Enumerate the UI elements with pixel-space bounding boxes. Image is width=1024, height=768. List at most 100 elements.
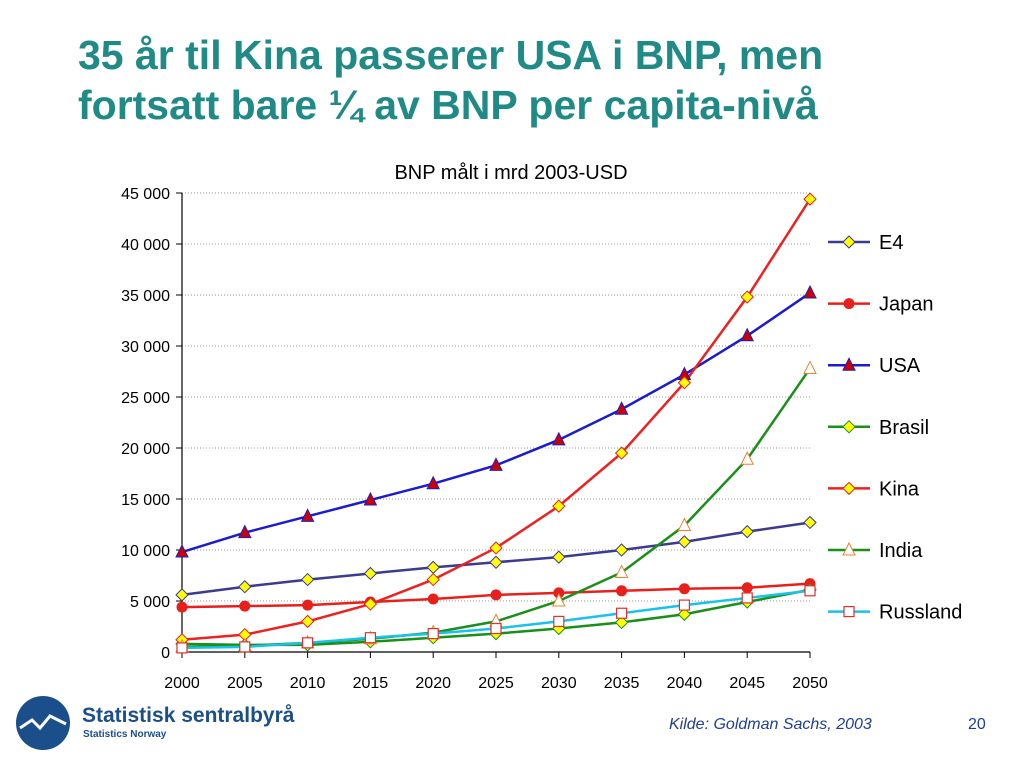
- data-point-usa: [363, 491, 378, 506]
- slide-title-line-1: 35 år til Kina passerer USA i BNP, men: [78, 32, 824, 78]
- source-note: Kilde: Goldman Sachs, 2003: [669, 716, 872, 733]
- data-point-japan: [427, 593, 439, 605]
- data-point-russland: [302, 637, 314, 649]
- data-point-usa: [237, 524, 252, 539]
- x-tick-label: 2005: [227, 675, 263, 692]
- legend-item-india: India: [828, 540, 923, 562]
- data-point-usa: [614, 401, 629, 415]
- data-point-india: [614, 564, 629, 578]
- data-point-e4: [803, 515, 817, 530]
- data-point-india: [803, 360, 817, 374]
- data-point-russland: [364, 632, 376, 644]
- data-point-india: [677, 517, 692, 532]
- series-line-kina: [181, 198, 812, 642]
- data-point-russland: [427, 628, 439, 640]
- y-tick-label: 40 000: [121, 237, 170, 254]
- data-point-e4: [238, 580, 252, 594]
- data-point-kina: [677, 376, 692, 390]
- legend-marker: [842, 420, 856, 434]
- data-point-usa: [426, 475, 441, 490]
- data-point-usa: [300, 508, 315, 522]
- y-tick-label: 30 000: [121, 339, 170, 356]
- data-point-russland: [553, 615, 565, 628]
- legend-label: India: [879, 540, 923, 562]
- data-point-japan: [678, 583, 690, 595]
- data-point-india: [740, 451, 755, 465]
- legend-item-kina: Kina: [828, 478, 920, 500]
- slide-title-line-2: fortsatt bare ¼ av BNP per capita-nivå: [78, 82, 818, 128]
- data-point-kina: [803, 192, 817, 206]
- data-point-russland: [176, 642, 188, 654]
- data-point-japan: [741, 582, 753, 594]
- page-number: 20: [968, 716, 986, 733]
- data-point-russland: [615, 607, 628, 619]
- x-tick-label: 2035: [604, 675, 640, 692]
- data-point-japan: [490, 589, 502, 601]
- chart-title: BNP målt i mrd 2003-USD: [394, 162, 627, 184]
- legend-label: USA: [879, 355, 921, 377]
- y-tick-label: 25 000: [121, 390, 170, 407]
- y-tick-label: 45 000: [121, 186, 170, 203]
- x-tick-label: 2015: [353, 675, 389, 692]
- legend-item-usa: USA: [828, 355, 921, 377]
- ssb-logo-icon: [16, 696, 70, 750]
- x-tick-label: 2000: [164, 675, 200, 692]
- data-point-brasil: [677, 607, 692, 621]
- data-point-kina: [363, 597, 378, 611]
- x-tick-label: 2010: [290, 675, 326, 692]
- x-tick-label: 2030: [541, 675, 577, 692]
- legend-label: Russland: [879, 602, 962, 624]
- legend-marker: [843, 605, 855, 618]
- ssb-logo: Statistisk sentralbyrå Statistics Norway: [14, 692, 314, 752]
- data-point-usa: [489, 457, 503, 471]
- y-tick-label: 10 000: [121, 543, 170, 560]
- x-tick-label: 2045: [729, 675, 765, 692]
- data-point-e4: [489, 555, 503, 569]
- legend-marker: [842, 235, 856, 249]
- data-point-usa: [803, 284, 817, 299]
- y-tick-label: 35 000: [121, 288, 170, 305]
- legend-label: Kina: [879, 478, 920, 500]
- y-tick-label: 0: [161, 645, 170, 662]
- legend-label: Japan: [879, 294, 934, 316]
- data-point-e4: [363, 566, 378, 581]
- data-point-brasil: [614, 615, 629, 630]
- series-lines: [181, 198, 812, 650]
- series-markers-usa: [175, 284, 817, 558]
- data-point-japan: [616, 585, 628, 597]
- y-tick-label: 20 000: [121, 441, 170, 458]
- x-tick-label: 2050: [792, 675, 828, 692]
- series-markers-russland: [176, 585, 816, 654]
- legend-marker: [842, 357, 856, 371]
- series-line-usa: [181, 291, 811, 554]
- axes: 0 5 000 10 000 15 000 20 000 25 000 30 000 35 0…: [121, 186, 828, 692]
- ssb-logo-name: Statistisk sentralbyrå: [82, 704, 295, 727]
- data-point-russland: [239, 641, 251, 653]
- slide-title: 35 år til Kina passerer USA i BNP, men f…: [78, 30, 998, 130]
- data-point-kina: [614, 446, 629, 460]
- x-tick-label: 2020: [415, 675, 451, 692]
- data-point-e4: [677, 535, 692, 549]
- chart-legend: E4 Japan USA Brasil Kina India Russland: [828, 232, 962, 624]
- data-point-kina: [426, 572, 440, 587]
- data-point-kina: [740, 290, 754, 304]
- data-point-kina: [552, 499, 566, 513]
- ssb-logo-subtitle: Statistics Norway: [83, 729, 167, 740]
- data-point-usa: [175, 543, 189, 558]
- y-tick-label: 15 000: [121, 492, 170, 509]
- data-point-usa: [551, 431, 566, 446]
- legend-item-japan: Japan: [828, 294, 934, 316]
- data-point-japan: [176, 601, 188, 613]
- data-point-kina: [489, 541, 503, 555]
- data-point-e4: [552, 550, 566, 564]
- data-point-e4: [740, 524, 754, 539]
- data-point-japan: [239, 600, 251, 612]
- legend-item-russland: Russland: [828, 602, 962, 624]
- x-tick-label: 2040: [667, 675, 703, 692]
- series-markers-kina: [175, 192, 817, 647]
- legend-marker: [843, 298, 855, 310]
- legend-item-brasil: Brasil: [828, 417, 929, 439]
- data-point-usa: [740, 327, 755, 342]
- legend-marker: [842, 481, 856, 496]
